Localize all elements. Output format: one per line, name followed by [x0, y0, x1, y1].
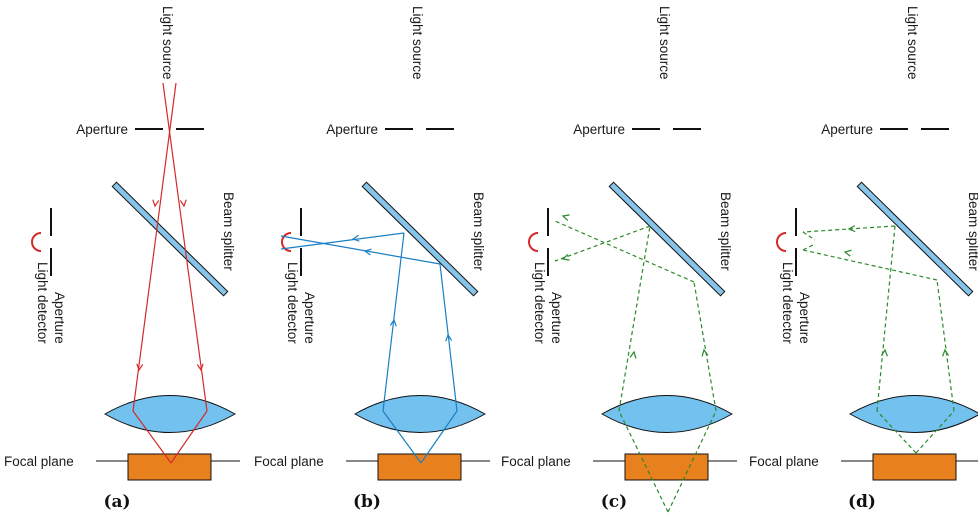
- focal-plane-label: Focal plane: [254, 454, 324, 469]
- ray-segment: [439, 263, 458, 412]
- ray-arrowhead: [196, 363, 204, 372]
- beam-splitter-label: Beam splitter: [221, 192, 236, 271]
- ray-arrowhead: [363, 248, 372, 256]
- panel-label: (a): [103, 492, 130, 512]
- ray-segment: [618, 410, 669, 513]
- beam-splitter-label: Beam splitter: [718, 192, 733, 271]
- ray-arrowhead: [629, 350, 637, 359]
- specimen: [624, 453, 709, 481]
- objective-lens: [600, 395, 734, 433]
- detector-aperture-label: Aperture: [52, 292, 67, 344]
- ray-segment: [382, 232, 405, 412]
- panel-c: Light source Aperture Beam splitter Apertur…: [501, 6, 737, 513]
- ray-segment: [280, 235, 441, 265]
- focal-plane-label: Focal plane: [501, 454, 571, 469]
- detector-aperture-label: Aperture: [797, 292, 812, 344]
- detector-aperture-label: Aperture: [549, 292, 564, 344]
- beam-splitter: [111, 181, 229, 297]
- ray-arrowhead: [351, 234, 360, 242]
- panel-b: Light source Aperture Beam splitter Apertur…: [254, 6, 490, 512]
- beam-splitter: [608, 181, 726, 297]
- ray-segment: [132, 410, 172, 464]
- ray-segment: [802, 231, 816, 241]
- panel-label: (b): [353, 492, 381, 512]
- ray-segment: [554, 225, 651, 262]
- objective-lens: [848, 395, 978, 433]
- ray-segment: [132, 82, 177, 412]
- ray-segment: [618, 225, 651, 412]
- ray-arrowhead: [942, 348, 950, 357]
- specimen: [127, 453, 212, 481]
- ray-segment: [802, 249, 938, 281]
- objective-lens: [103, 395, 237, 433]
- beam-splitter: [361, 181, 479, 297]
- focal-plane-label: Focal plane: [4, 454, 74, 469]
- ray-segment: [915, 410, 955, 454]
- light-detector-label: Light detector: [285, 262, 300, 344]
- ray-segment: [693, 281, 717, 412]
- objective-lens: [353, 395, 487, 433]
- light-detector-label: Light detector: [780, 262, 795, 344]
- beam-splitter: [856, 181, 974, 297]
- top-aperture-label: Aperture: [573, 122, 625, 137]
- light-detector-label: Light detector: [35, 262, 50, 344]
- panel-label: (c): [601, 492, 627, 512]
- top-aperture-label: Aperture: [821, 122, 873, 137]
- light-detector-icon: [31, 232, 42, 252]
- ray-arrowhead: [561, 253, 570, 261]
- beam-splitter-label: Beam splitter: [966, 192, 978, 271]
- panel-a: Light source Aperture Beam splitter Apertur…: [4, 6, 240, 512]
- ray-arrowhead: [847, 225, 856, 233]
- ray-segment: [420, 410, 458, 464]
- beam-splitter-label: Beam splitter: [471, 192, 486, 271]
- light-detector-icon: [528, 232, 539, 252]
- light-detector-label: Light detector: [532, 262, 547, 344]
- light-detector-icon: [281, 232, 292, 252]
- ray-segment: [876, 225, 896, 412]
- ray-arrowhead: [389, 318, 397, 327]
- panel-label: (d): [848, 492, 876, 512]
- light-source-label: Light source: [905, 6, 920, 80]
- specimen: [872, 453, 957, 481]
- ray-segment: [554, 220, 695, 283]
- ray-arrowhead: [880, 348, 888, 357]
- ray-segment: [382, 410, 422, 464]
- ray-segment: [170, 410, 208, 464]
- ray-segment: [280, 232, 405, 250]
- top-aperture-label: Aperture: [326, 122, 378, 137]
- ray-arrowhead: [561, 214, 570, 222]
- light-detector-icon: [776, 232, 787, 252]
- ray-arrowhead: [152, 199, 160, 208]
- focal-plane-label: Focal plane: [749, 454, 819, 469]
- top-aperture-label: Aperture: [76, 122, 128, 137]
- detector-aperture-label: Aperture: [302, 292, 317, 344]
- ray-arrowhead: [179, 199, 187, 208]
- ray-segment: [936, 279, 955, 412]
- ray-segment: [667, 410, 717, 513]
- ray-segment: [802, 243, 816, 251]
- ray-arrowhead: [843, 249, 852, 257]
- ray-segment: [162, 82, 208, 412]
- panel-d: Light source Aperture Beam splitter Apertur…: [749, 6, 978, 512]
- ray-segment: [876, 410, 917, 454]
- ray-segment: [802, 225, 896, 233]
- specimen: [377, 453, 462, 481]
- ray-arrowhead: [136, 363, 144, 372]
- ray-arrowhead: [701, 348, 709, 357]
- ray-arrowhead: [445, 333, 453, 342]
- light-source-label: Light source: [657, 6, 672, 80]
- light-source-label: Light source: [160, 6, 175, 80]
- light-source-label: Light source: [410, 6, 425, 80]
